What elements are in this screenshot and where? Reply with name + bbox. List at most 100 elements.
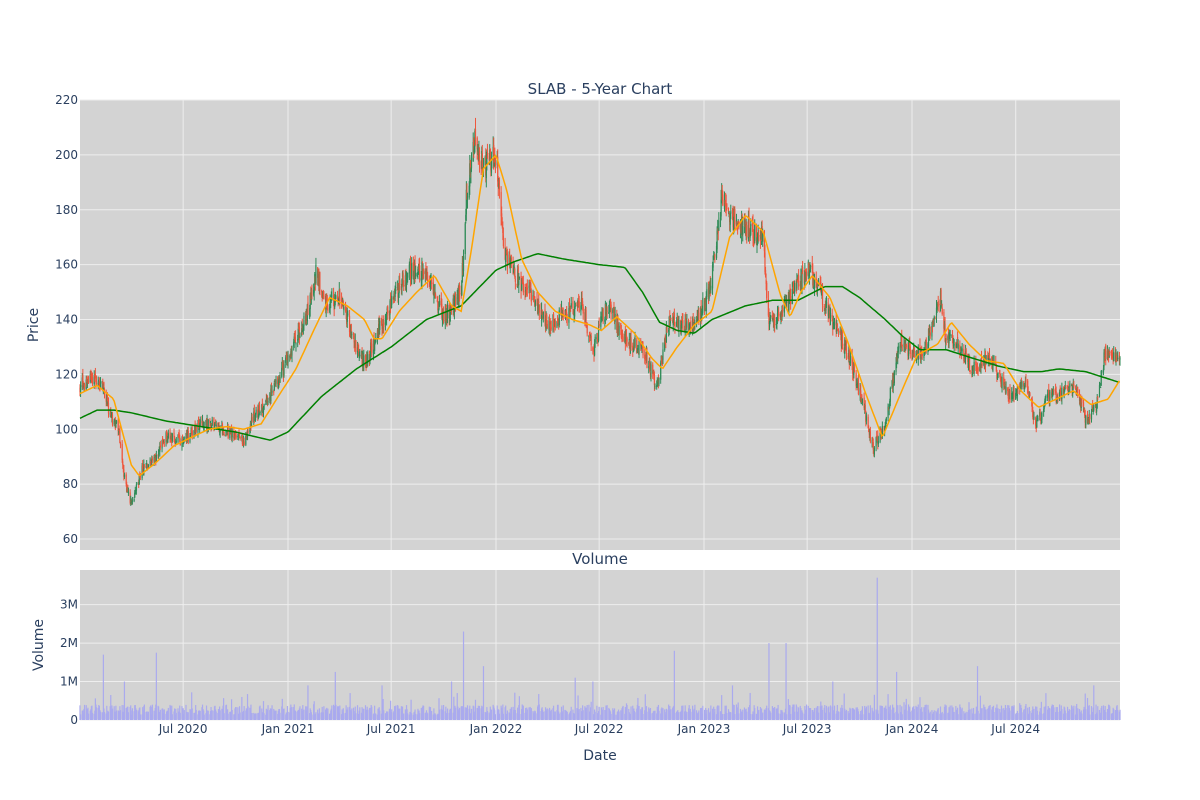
candle-body — [538, 305, 540, 313]
volume-bar — [889, 705, 891, 720]
candle-body — [1039, 412, 1041, 421]
volume-bar — [319, 712, 321, 720]
candle-body — [1110, 350, 1113, 357]
candle-body — [648, 366, 650, 368]
candle-body — [470, 169, 472, 174]
candle-body — [169, 431, 171, 439]
candle-body — [270, 386, 273, 395]
volume-bar — [119, 710, 122, 720]
volume-bar — [674, 712, 676, 720]
candle-body — [1096, 406, 1098, 412]
candle-body — [498, 180, 501, 190]
candle-body — [151, 458, 153, 461]
candle-body — [916, 350, 918, 354]
volume-bar — [746, 711, 748, 720]
candle-body — [610, 304, 612, 314]
candle-body — [145, 466, 147, 468]
candle-body — [713, 257, 715, 260]
candle-body — [1000, 376, 1002, 384]
volume-bar — [778, 713, 780, 720]
candle-body — [389, 298, 392, 310]
candle-body — [757, 233, 759, 237]
price-y-tick-label: 160 — [55, 258, 78, 272]
volume-bar — [845, 709, 848, 720]
price-y-axis-title: Price — [26, 308, 42, 342]
candle-body — [415, 273, 417, 277]
candle-body — [302, 329, 304, 333]
candle-body — [217, 422, 219, 428]
candle-body — [530, 290, 532, 302]
volume-bar — [1095, 704, 1097, 720]
volume-bar — [662, 708, 664, 720]
candle-body — [125, 474, 127, 485]
candle-body — [327, 308, 329, 311]
volume-bar — [411, 713, 413, 720]
volume-bar — [510, 707, 512, 720]
volume-bar — [434, 714, 437, 720]
candle-body — [689, 329, 691, 331]
candle-body — [405, 278, 408, 286]
volume-bar — [1109, 706, 1111, 720]
volume-bar — [361, 707, 363, 720]
candle-body — [147, 464, 149, 468]
volume-bar — [705, 707, 707, 720]
candle-body — [352, 333, 355, 335]
volume-bar — [1057, 711, 1059, 720]
candle-body — [1068, 389, 1070, 393]
candle-body — [1027, 391, 1029, 393]
candle-body — [808, 271, 811, 277]
volume-bar — [749, 692, 751, 720]
candle-body — [167, 439, 169, 443]
candle-body — [1109, 351, 1111, 354]
candle-body — [376, 330, 379, 340]
volume-bar — [420, 707, 422, 720]
candle-body — [227, 427, 229, 438]
price-y-tick-label: 140 — [55, 313, 78, 327]
volume-bar — [586, 705, 588, 720]
candle-body — [710, 285, 712, 291]
candle-body — [786, 300, 788, 303]
volume-bar — [733, 705, 735, 720]
candle-body — [719, 217, 722, 220]
volume-bar — [786, 714, 788, 720]
candle-body — [953, 344, 955, 346]
volume-bar — [948, 707, 950, 720]
volume-bar — [558, 713, 560, 720]
volume-bar — [199, 710, 201, 720]
volume-bar — [263, 713, 265, 720]
candle-body — [917, 346, 919, 360]
volume-bar — [410, 699, 412, 720]
candle-body — [715, 245, 718, 258]
candle-body — [370, 340, 372, 347]
candle-body — [1053, 390, 1055, 392]
volume-bar — [528, 707, 530, 720]
candle-body — [374, 341, 376, 344]
candle-body — [985, 355, 987, 365]
candle-body — [509, 254, 511, 266]
candle-body — [437, 308, 440, 314]
volume-bar — [775, 708, 777, 720]
candle-body — [680, 324, 682, 333]
volume-bar — [127, 712, 130, 720]
candle-body — [682, 320, 684, 331]
candle-body — [864, 404, 866, 413]
candle-body — [722, 194, 724, 206]
candle-body — [960, 352, 962, 354]
candle-body — [855, 373, 857, 387]
candle-body — [107, 403, 110, 414]
volume-bar — [1119, 709, 1121, 720]
candle-body — [481, 153, 483, 171]
candle-body — [880, 427, 882, 432]
candle-body — [131, 500, 134, 502]
volume-bar — [403, 713, 405, 720]
candle-body — [935, 307, 938, 316]
candle-body — [927, 329, 930, 347]
candle-body — [780, 313, 782, 318]
candle-body — [1031, 399, 1033, 413]
candle-body — [1077, 389, 1079, 395]
candle-body — [462, 256, 465, 272]
candle-body — [237, 434, 240, 436]
candle-body — [828, 309, 830, 319]
volume-bar — [1001, 708, 1003, 720]
candle-body — [767, 298, 769, 316]
